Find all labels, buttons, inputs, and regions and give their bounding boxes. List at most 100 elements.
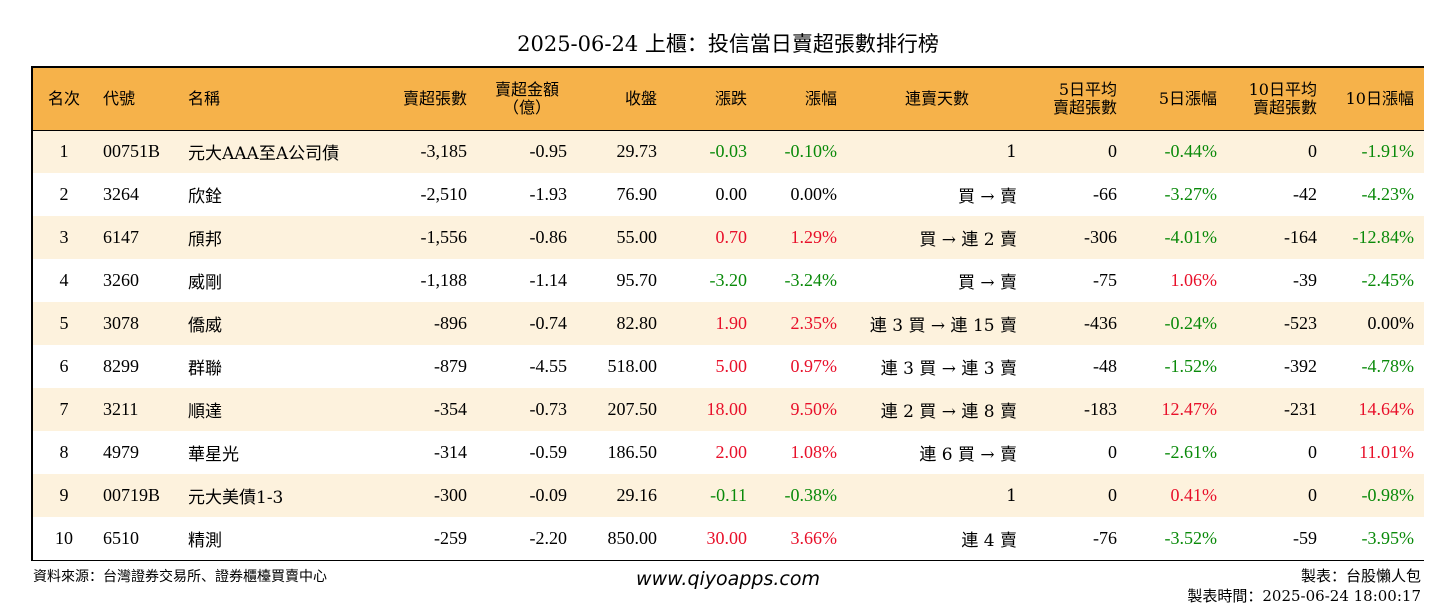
cell-code: 3260 bbox=[103, 270, 139, 290]
header-sell-amount-line1: 賣超金額 bbox=[494, 79, 559, 99]
cell-sell-amount: -0.59 bbox=[529, 442, 568, 462]
table-header-row: 名次 代號 名稱 賣超張數 賣超金額 （億） 收盤 漲跌 漲幅 連賣天數 5日平均… bbox=[33, 68, 1424, 131]
cell-name: 群聯 bbox=[188, 359, 222, 379]
maker-label: 製表：台股懶人包 bbox=[1300, 567, 1421, 585]
cell-chg5: -3.27% bbox=[1164, 184, 1218, 204]
table-row: 7 3211 順達 -354 -0.73 207.50 18.00 9.50% 連 2 買 → … bbox=[33, 388, 1424, 431]
cell-chg5: -4.01% bbox=[1164, 227, 1218, 247]
table-body: 1 00751B 元大AAA至A公司債 -3,185 -0.95 29.73 -0.03 -0… bbox=[33, 130, 1424, 560]
header-chg5: 5日漲幅 bbox=[1127, 68, 1227, 131]
cell-streak: 連 3 買 → 連 3 賣 bbox=[880, 359, 1017, 379]
cell-streak: 買 → 賣 bbox=[957, 273, 1017, 293]
cell-avg10: -231 bbox=[1284, 399, 1317, 419]
header-streak: 連賣天數 bbox=[847, 68, 1027, 131]
cell-change-pct: 0.97% bbox=[790, 356, 838, 376]
header-avg10: 10日平均 賣超張數 bbox=[1227, 68, 1327, 131]
cell-name: 威剛 bbox=[188, 273, 222, 293]
cell-change: 18.00 bbox=[706, 399, 748, 419]
cell-avg5: -436 bbox=[1084, 313, 1117, 333]
cell-change: -3.20 bbox=[709, 270, 748, 290]
cell-change: 5.00 bbox=[715, 356, 748, 376]
site-url: www.qiyoapps.com bbox=[636, 568, 820, 590]
cell-chg10: -3.95% bbox=[1361, 528, 1415, 548]
table-row: 5 3078 僑威 -896 -0.74 82.80 1.90 2.35% 連 3 買 → 連 … bbox=[33, 302, 1424, 345]
cell-change-pct: 0.00% bbox=[790, 184, 838, 204]
table-row: 10 6510 精測 -259 -2.20 850.00 30.00 3.66% 連 4 賣 -7… bbox=[33, 517, 1424, 560]
cell-close: 95.70 bbox=[616, 270, 658, 290]
cell-chg5: 12.47% bbox=[1161, 399, 1218, 419]
cell-chg5: -1.52% bbox=[1164, 356, 1218, 376]
cell-chg10: -4.78% bbox=[1361, 356, 1415, 376]
cell-rank: 8 bbox=[59, 442, 69, 462]
cell-chg10: 11.01% bbox=[1359, 442, 1414, 462]
cell-code: 3211 bbox=[103, 399, 139, 419]
cell-code: 3264 bbox=[103, 184, 139, 204]
cell-name: 欣銓 bbox=[188, 187, 222, 207]
header-sell-amount-line2: （億） bbox=[502, 97, 551, 117]
data-source: 資料來源：台灣證券交易所、證券櫃檯買賣中心 bbox=[33, 569, 327, 585]
cell-chg5: -2.61% bbox=[1164, 442, 1218, 462]
table-row: 2 3264 欣銓 -2,510 -1.93 76.90 0.00 0.00% 買 → 賣 -66… bbox=[33, 173, 1424, 216]
cell-rank: 3 bbox=[59, 227, 69, 247]
cell-avg5: 0 bbox=[1108, 141, 1117, 162]
cell-avg5: -48 bbox=[1093, 356, 1117, 376]
header-avg5-line2: 賣超張數 bbox=[1052, 97, 1117, 117]
header-close: 收盤 bbox=[577, 68, 667, 131]
cell-sell-amount: -0.86 bbox=[529, 227, 568, 247]
cell-avg5: 0 bbox=[1108, 442, 1117, 462]
header-sell-shares: 賣超張數 bbox=[385, 68, 477, 131]
cell-sell-amount: -0.73 bbox=[529, 399, 568, 419]
cell-code: 00751B bbox=[103, 141, 161, 162]
table-row: 1 00751B 元大AAA至A公司債 -3,185 -0.95 29.73 -0.03 -0… bbox=[33, 130, 1424, 173]
cell-rank: 5 bbox=[59, 313, 69, 333]
table-row: 6 8299 群聯 -879 -4.55 518.00 5.00 0.97% 連 3 買 → 連… bbox=[33, 345, 1424, 388]
cell-code: 8299 bbox=[103, 356, 139, 376]
cell-sell-shares: -3,185 bbox=[420, 141, 468, 162]
header-change: 漲跌 bbox=[667, 68, 757, 131]
header-avg10-line1: 10日平均 bbox=[1248, 79, 1317, 99]
cell-chg10: -2.45% bbox=[1361, 270, 1415, 290]
cell-avg10: 0 bbox=[1308, 485, 1317, 505]
cell-change-pct: 1.29% bbox=[790, 227, 838, 247]
cell-rank: 1 bbox=[59, 141, 69, 162]
cell-chg10: 0.00% bbox=[1367, 313, 1415, 333]
cell-name: 精測 bbox=[188, 531, 222, 551]
ranking-table: 名次 代號 名稱 賣超張數 賣超金額 （億） 收盤 漲跌 漲幅 連賣天數 5日平均… bbox=[33, 68, 1424, 560]
cell-sell-amount: -1.93 bbox=[529, 184, 568, 204]
cell-streak: 連 6 買 → 賣 bbox=[919, 445, 1017, 465]
cell-avg5: -66 bbox=[1093, 184, 1117, 204]
cell-close: 76.90 bbox=[616, 184, 658, 204]
header-name: 名稱 bbox=[180, 68, 385, 131]
cell-avg10: -59 bbox=[1293, 528, 1317, 548]
cell-change: 2.00 bbox=[715, 442, 748, 462]
header-avg10-line2: 賣超張數 bbox=[1252, 97, 1317, 117]
cell-avg5: -75 bbox=[1093, 270, 1117, 290]
cell-code: 6147 bbox=[103, 227, 139, 247]
cell-change-pct: 3.66% bbox=[790, 528, 838, 548]
cell-sell-amount: -0.74 bbox=[529, 313, 568, 333]
cell-streak: 連 4 賣 bbox=[961, 531, 1017, 551]
cell-name: 僑威 bbox=[188, 316, 222, 336]
cell-change-pct: -3.24% bbox=[784, 270, 838, 290]
cell-change-pct: 2.35% bbox=[790, 313, 838, 333]
cell-close: 82.80 bbox=[616, 313, 658, 333]
cell-avg10: -39 bbox=[1293, 270, 1317, 290]
cell-name: 元大美債1-3 bbox=[188, 488, 284, 508]
cell-streak: 買 → 賣 bbox=[957, 187, 1017, 207]
cell-avg5: 0 bbox=[1108, 485, 1117, 505]
cell-code: 4979 bbox=[103, 442, 139, 462]
cell-change: 0.70 bbox=[715, 227, 748, 247]
cell-sell-shares: -259 bbox=[434, 528, 467, 548]
table-row: 3 6147 頎邦 -1,556 -0.86 55.00 0.70 1.29% 買 → 連 2 … bbox=[33, 216, 1424, 259]
cell-sell-amount: -1.14 bbox=[529, 270, 568, 290]
cell-sell-shares: -300 bbox=[434, 485, 467, 505]
header-avg5: 5日平均 賣超張數 bbox=[1027, 68, 1127, 131]
cell-change-pct: 1.08% bbox=[790, 442, 838, 462]
cell-rank: 9 bbox=[59, 485, 69, 505]
cell-avg5: -306 bbox=[1084, 227, 1117, 247]
cell-chg10: -4.23% bbox=[1361, 184, 1415, 204]
cell-sell-shares: -1,556 bbox=[420, 227, 468, 247]
cell-avg10: -42 bbox=[1293, 184, 1317, 204]
cell-name: 頎邦 bbox=[188, 230, 222, 250]
cell-name: 華星光 bbox=[188, 445, 239, 465]
